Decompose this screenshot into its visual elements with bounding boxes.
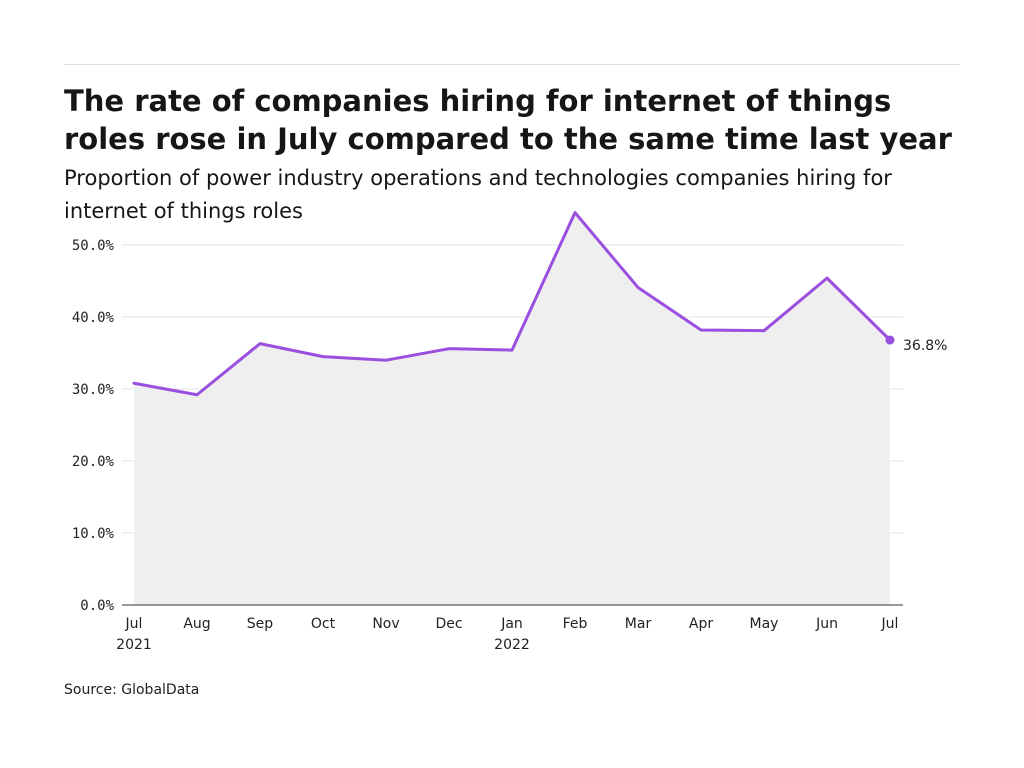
area-shape bbox=[134, 212, 890, 605]
x-tick-label: Apr bbox=[689, 616, 713, 632]
chart-title: The rate of companies hiring for interne… bbox=[64, 84, 952, 156]
x-tick-label: May bbox=[750, 616, 779, 632]
y-tick-label: 20.0% bbox=[72, 454, 115, 470]
y-tick-label: 50.0% bbox=[72, 238, 115, 254]
last-point-marker bbox=[885, 335, 895, 345]
end-annotation: 36.8% bbox=[903, 338, 947, 354]
y-tick-label: 10.0% bbox=[72, 526, 115, 542]
y-tick-label: 0.0% bbox=[80, 598, 114, 614]
last-value-label: 36.8% bbox=[903, 338, 947, 354]
x-tick-label: Jun bbox=[815, 616, 838, 632]
x-axis-ticks: Jul 2021 Aug Sep Oct Nov Dec Jan 2022 Feb Mar Apr Ma… bbox=[116, 616, 898, 653]
y-tick-label: 30.0% bbox=[72, 382, 115, 398]
chart-subtitle: Proportion of power industry operations … bbox=[64, 166, 892, 223]
x-tick-year-label: 2022 bbox=[494, 637, 530, 653]
x-tick-label: Nov bbox=[372, 616, 399, 632]
x-tick-label: Feb bbox=[563, 616, 588, 632]
x-tick-label: Oct bbox=[311, 616, 336, 632]
top-divider bbox=[64, 64, 960, 65]
x-tick-label: Jan bbox=[500, 616, 523, 632]
x-tick-label: Jul bbox=[881, 616, 899, 632]
x-tick-label: Mar bbox=[625, 616, 652, 632]
series-line bbox=[132, 211, 895, 397]
series-line-path bbox=[132, 211, 892, 397]
x-tick-year-label: 2021 bbox=[116, 637, 152, 653]
x-tick-label: Aug bbox=[183, 616, 210, 632]
x-tick-label: Jul bbox=[125, 616, 143, 632]
x-tick-label: Dec bbox=[435, 616, 462, 632]
y-tick-label: 40.0% bbox=[72, 310, 115, 326]
y-axis-ticks: 0.0% 10.0% 20.0% 30.0% 40.0% 50.0% bbox=[72, 238, 115, 614]
area-fill bbox=[134, 212, 890, 605]
x-tick-label: Sep bbox=[247, 616, 274, 632]
source-note: Source: GlobalData bbox=[64, 682, 200, 698]
